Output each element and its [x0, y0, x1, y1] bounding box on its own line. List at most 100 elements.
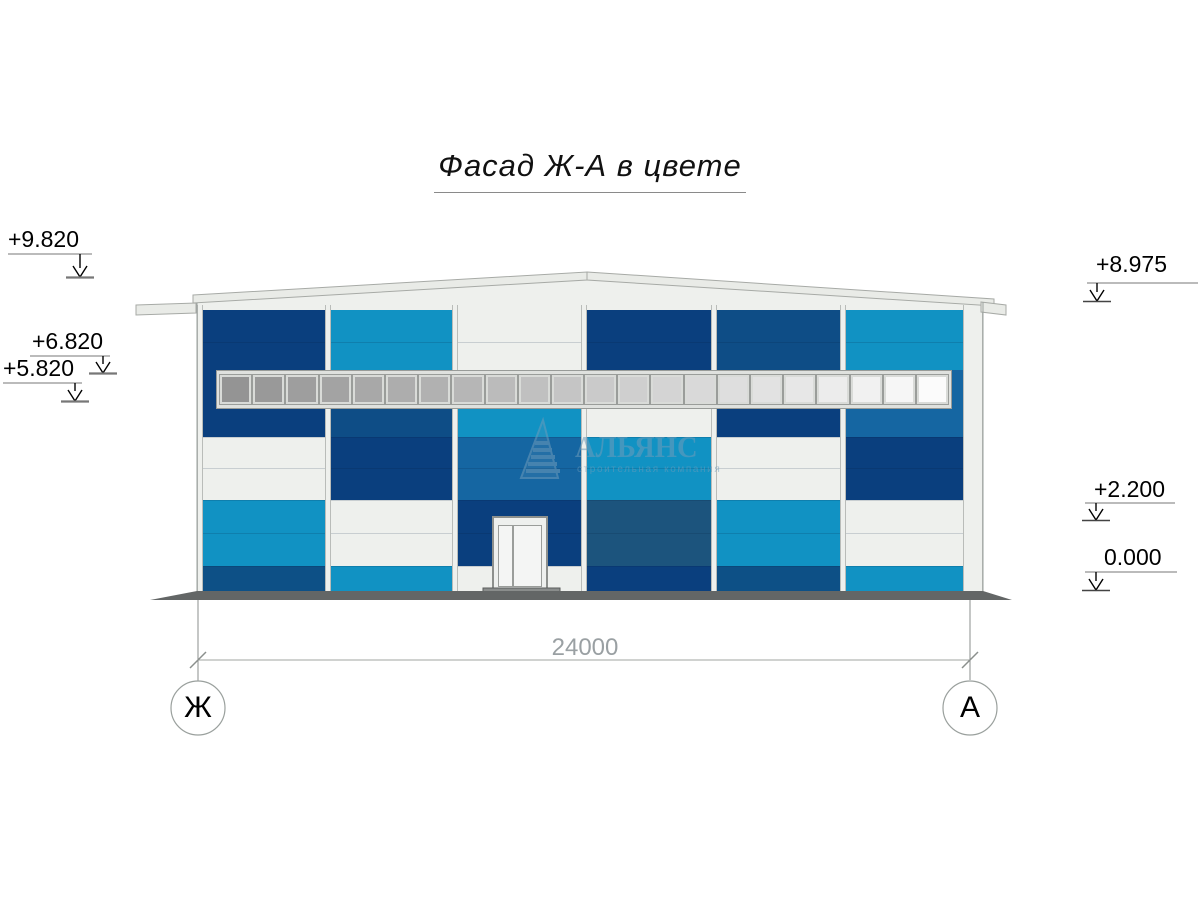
facade-panel	[586, 500, 711, 566]
company-watermark: АЛЬЯНС строительная компания	[495, 417, 735, 483]
window-pane	[451, 374, 485, 405]
panel-joint	[330, 342, 452, 343]
facade-mullion	[325, 305, 331, 592]
window-pane	[351, 374, 385, 405]
panel-joint	[202, 468, 325, 469]
window-pane	[749, 374, 784, 405]
panel-joint	[330, 533, 452, 534]
panel-joint	[716, 533, 840, 534]
window-pane	[683, 374, 717, 405]
axis-letter-zh: Ж	[184, 691, 212, 724]
ground-line	[150, 591, 1012, 600]
window-pane	[783, 374, 817, 405]
facade-panel	[330, 310, 452, 370]
window-band	[216, 370, 952, 409]
panel-joint	[586, 566, 711, 567]
panel-joint	[716, 500, 840, 501]
panel-joint	[330, 437, 452, 438]
elevation-label-0000: 0.000	[1104, 544, 1162, 570]
facade-mullion	[711, 305, 717, 592]
elevation-label-2200: +2.200	[1094, 476, 1165, 502]
window-pane	[816, 374, 850, 405]
window-pane	[550, 374, 585, 405]
facade-panel	[586, 310, 711, 370]
panel-joint	[330, 468, 452, 469]
facade-panel	[845, 566, 963, 592]
panel-joint	[202, 566, 325, 567]
panel-joint	[202, 500, 325, 501]
panel-joint	[586, 533, 711, 534]
eave-cap-left	[135, 302, 197, 316]
facade-mullion	[840, 305, 846, 592]
facade-panel	[202, 500, 325, 566]
facade-panel	[586, 566, 711, 592]
elevation-label-5820: +5.820	[3, 355, 74, 381]
door-leaf-wide	[513, 525, 542, 587]
window-pane	[882, 374, 916, 405]
watermark-brand: АЛЬЯНС	[575, 429, 698, 464]
panel-joint	[457, 468, 581, 469]
panel-joint	[457, 500, 581, 501]
facade-mullion	[963, 305, 983, 592]
facade-mullion	[581, 305, 587, 592]
window-pane	[584, 374, 618, 405]
panel-joint	[586, 437, 711, 438]
elevation-label-9820: +9.820	[8, 226, 79, 252]
window-pane	[484, 374, 518, 405]
facade-bay	[330, 310, 452, 592]
panel-joint	[457, 437, 581, 438]
facade-panel	[716, 500, 840, 566]
panel-joint	[330, 566, 452, 567]
panel-joint	[202, 342, 325, 343]
facade-panel	[330, 437, 452, 500]
window-pane	[218, 374, 253, 405]
facade-panel	[202, 437, 325, 500]
elevation-label-8975: +8.975	[1096, 251, 1167, 277]
facade-panel	[716, 310, 840, 370]
door-leaf-narrow	[498, 525, 513, 587]
facade-panel	[330, 500, 452, 566]
panel-joint	[586, 468, 711, 469]
facade-panel	[845, 310, 963, 370]
window-pane	[915, 374, 950, 405]
facade-mullion	[197, 305, 203, 592]
window-pane	[617, 374, 651, 405]
facade-bay	[845, 310, 963, 592]
facade-panel	[845, 500, 963, 566]
facade-mullion	[452, 305, 458, 592]
window-pane	[318, 374, 352, 405]
facade-panel	[457, 310, 581, 370]
window-pane	[650, 374, 684, 405]
panel-joint	[845, 533, 963, 534]
panel-joint	[845, 468, 963, 469]
panel-joint	[202, 437, 325, 438]
pyramid-logo-icon	[519, 417, 560, 479]
elevation-label-6820: +6.820	[32, 328, 103, 354]
window-pane	[716, 374, 751, 405]
facade-panel	[586, 437, 711, 500]
facade-panel	[845, 437, 963, 500]
facade-panel	[716, 566, 840, 592]
panel-joint	[716, 468, 840, 469]
panel-joint	[586, 342, 711, 343]
entrance-door	[492, 516, 548, 593]
panel-joint	[716, 566, 840, 567]
panel-joint	[330, 500, 452, 501]
window-pane	[517, 374, 551, 405]
panel-joint	[845, 437, 963, 438]
facade-panel	[457, 437, 581, 500]
facade-bay	[202, 310, 325, 592]
panel-joint	[845, 342, 963, 343]
facade-panel	[330, 566, 452, 592]
panel-joint	[202, 533, 325, 534]
window-pane	[849, 374, 883, 405]
window-pane	[384, 374, 419, 405]
panel-joint	[716, 342, 840, 343]
dimension-value: 24000	[551, 634, 619, 661]
panel-joint	[586, 500, 711, 501]
watermark-tagline: строительная компания	[577, 464, 722, 475]
window-pane	[252, 374, 286, 405]
page-title: Фасад Ж-А в цвете	[370, 148, 810, 193]
facade-panel	[202, 566, 325, 592]
